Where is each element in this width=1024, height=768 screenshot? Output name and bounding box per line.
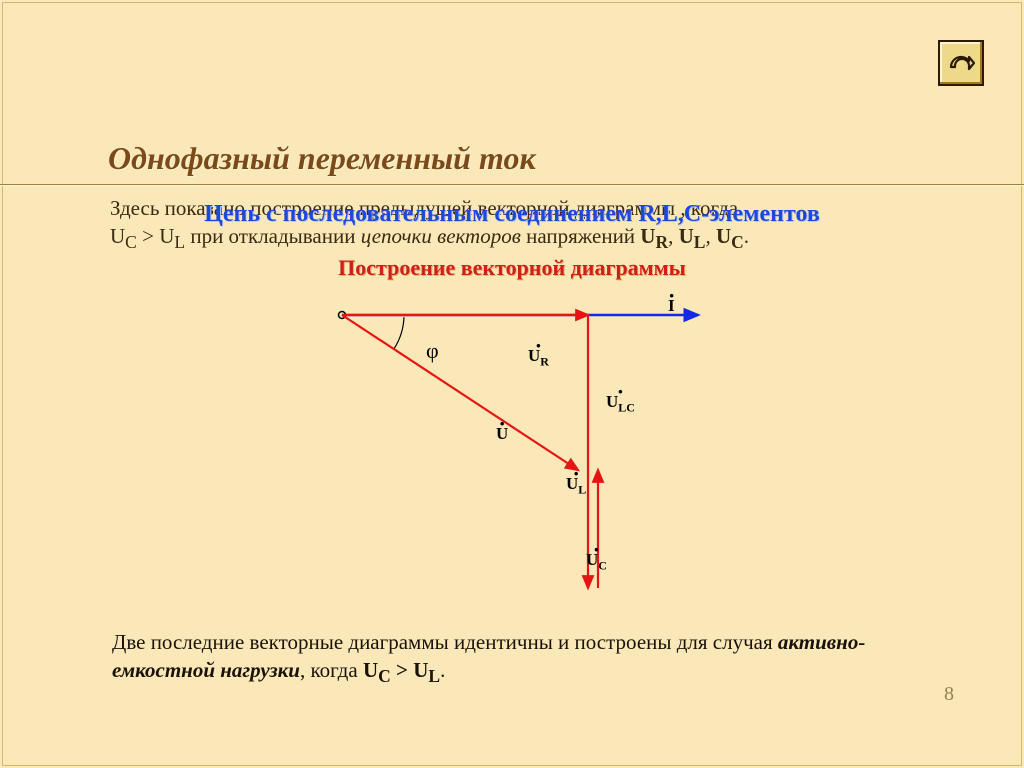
label-ULC: ·ULC (606, 388, 635, 411)
label-phi: φ (426, 338, 439, 364)
return-icon (947, 51, 975, 75)
label-I: ·I (668, 292, 675, 312)
title-underline (0, 184, 1024, 185)
back-button[interactable] (938, 40, 984, 86)
overlay-subtitle: Цепь с последовательным соединением R,L,… (0, 201, 1024, 228)
diagram-subtitle: Построение векторной диаграммы (0, 255, 1024, 281)
vector-diagram: ·I ·UR ·ULC ·U ·UL ·UC φ (330, 290, 730, 610)
label-UL: ·UL (566, 470, 586, 493)
label-UR: ·UR (528, 342, 549, 365)
slide-title: Однофазный переменный ток (108, 140, 536, 177)
diagram-svg (330, 290, 730, 610)
page-number: 8 (944, 683, 954, 706)
label-UC: ·UC (586, 546, 607, 569)
footer-text: Две последние векторные диаграммы иденти… (112, 628, 964, 689)
label-U: ·U (496, 420, 508, 440)
